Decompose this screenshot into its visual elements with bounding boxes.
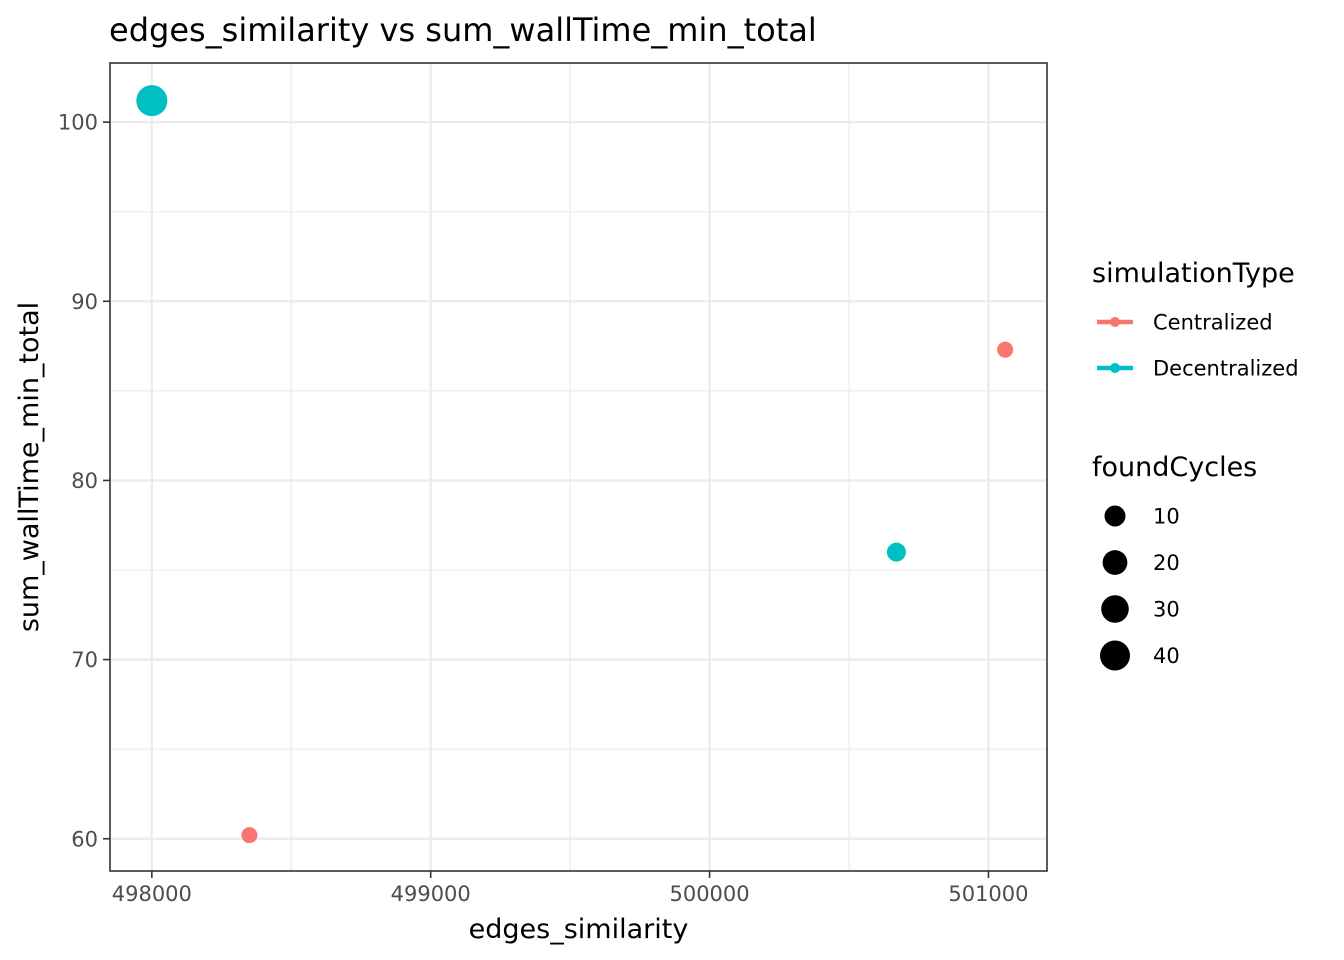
y-tick-label: 100 — [58, 111, 98, 135]
y-tick-label: 70 — [71, 648, 98, 672]
y-tick-label: 90 — [71, 290, 98, 314]
legend-size-key — [1102, 550, 1128, 575]
legend-color: simulationType Centralized Decentralized — [1092, 258, 1299, 381]
legend-color-label: Centralized — [1153, 311, 1273, 335]
x-tick-label: 501000 — [948, 882, 1028, 906]
data-point-centralized — [997, 341, 1014, 358]
legend-color-title: simulationType — [1092, 258, 1295, 289]
legend-size-key — [1100, 640, 1130, 671]
y-tick-label: 80 — [71, 469, 98, 493]
legend-color-key-point — [1110, 317, 1120, 327]
data-point-decentralized — [136, 85, 168, 117]
data-point-decentralized — [886, 542, 906, 562]
grid — [110, 63, 1047, 871]
legend-size-label: 40 — [1153, 644, 1180, 668]
x-axis-title: edges_similarity — [469, 914, 689, 945]
chart-title: edges_similarity vs sum_wallTime_min_tot… — [109, 11, 817, 49]
legend-size-title: foundCycles — [1092, 452, 1257, 483]
y-axis-title: sum_wallTime_min_total — [14, 302, 45, 632]
legend-size-label: 10 — [1153, 505, 1180, 529]
legend-size-label: 30 — [1153, 598, 1180, 622]
x-tick-label: 498000 — [112, 882, 192, 906]
data-point-centralized — [241, 827, 258, 844]
x-tick-label: 500000 — [669, 882, 749, 906]
legend-size: foundCycles 10 20 30 40 — [1092, 452, 1257, 671]
legend-color-key-point — [1110, 363, 1120, 373]
legend-color-label: Decentralized — [1153, 357, 1299, 381]
y-tick-label: 60 — [71, 827, 98, 851]
data-points — [136, 85, 1014, 844]
x-tick-label: 499000 — [391, 882, 471, 906]
x-axis: 498000 499000 500000 501000 — [112, 871, 1029, 906]
legend-size-key — [1101, 595, 1129, 623]
y-axis: 60 70 80 90 100 — [58, 111, 110, 851]
legend-size-label: 20 — [1153, 551, 1180, 575]
legend-size-key — [1104, 505, 1126, 527]
panel-border — [109, 62, 1048, 872]
